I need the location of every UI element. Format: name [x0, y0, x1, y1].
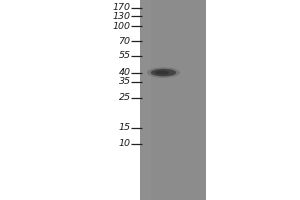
Text: 55: 55 [118, 51, 130, 60]
Text: 70: 70 [118, 36, 130, 46]
Text: 25: 25 [118, 94, 130, 102]
Text: 40: 40 [118, 68, 130, 77]
Text: 130: 130 [112, 12, 130, 21]
Ellipse shape [155, 71, 169, 75]
Ellipse shape [151, 69, 176, 76]
Text: 170: 170 [112, 3, 130, 12]
Ellipse shape [147, 67, 180, 78]
Text: 10: 10 [118, 139, 130, 148]
Text: 100: 100 [112, 22, 130, 31]
Bar [140, 0, 152, 200]
Text: 15: 15 [118, 123, 130, 132]
Text: 35: 35 [118, 77, 130, 86]
Bar [140, 0, 206, 200]
